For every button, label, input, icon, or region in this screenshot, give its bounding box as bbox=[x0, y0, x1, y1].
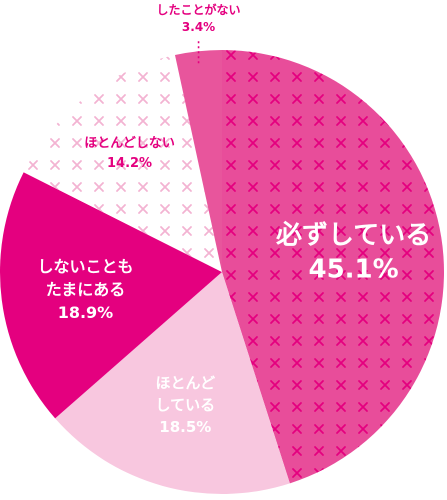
slice-label-1: 必ずしている 45.1% bbox=[276, 220, 431, 284]
pie-slice-5 bbox=[174, 50, 222, 272]
slice-label-4: ほとんどしない 14.2% bbox=[84, 136, 175, 171]
pie-slice-2 bbox=[55, 272, 290, 495]
slice-value-text: 3.4% bbox=[182, 20, 215, 34]
pie-slice-pattern-1 bbox=[222, 50, 444, 484]
slice-value-text: 18.9% bbox=[58, 303, 114, 322]
slice-label-text: ほとんどしない bbox=[84, 136, 175, 151]
pie-slice-pattern-4 bbox=[23, 55, 222, 272]
slice-label-text: 必ずしている bbox=[276, 220, 431, 250]
pie-slice-3 bbox=[0, 172, 222, 419]
slice-label-text: しないことも bbox=[37, 257, 133, 276]
slice-label-text: たまにある bbox=[46, 280, 126, 299]
slice-label-5: したことがない 3.4% bbox=[157, 2, 241, 64]
slice-value-text: 45.1% bbox=[308, 254, 398, 284]
slice-value-text: 14.2% bbox=[107, 156, 152, 171]
slice-value-text: 18.5% bbox=[159, 418, 211, 436]
slice-label-text: したことがない bbox=[157, 2, 241, 17]
slice-label-text: ほとんど bbox=[156, 374, 216, 392]
pie-slices bbox=[0, 50, 444, 495]
slice-label-text: している bbox=[156, 396, 216, 414]
